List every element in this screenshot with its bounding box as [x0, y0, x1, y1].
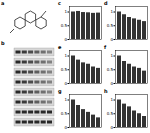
svg-text:0.5: 0.5: [107, 23, 114, 28]
html-text:e: e: [58, 44, 62, 50]
svg-text:0: 0: [64, 125, 67, 130]
html-text:b: b: [1, 40, 5, 46]
html-text:h: h: [104, 88, 108, 94]
svg-text:1: 1: [64, 9, 67, 14]
svg-text:1: 1: [110, 53, 113, 58]
svg-text:0: 0: [64, 37, 67, 42]
svg-text:0: 0: [110, 81, 113, 86]
svg-text:0: 0: [110, 37, 113, 42]
svg-text:0.5: 0.5: [61, 67, 68, 72]
svg-text:1: 1: [64, 97, 67, 102]
svg-text:0: 0: [110, 125, 113, 130]
svg-text:0.5: 0.5: [61, 111, 68, 116]
svg-text:1: 1: [110, 9, 113, 14]
html-text:a: a: [1, 0, 5, 6]
html-text:f: f: [104, 44, 107, 50]
svg-text:0.5: 0.5: [107, 67, 114, 72]
svg-text:0.5: 0.5: [107, 111, 114, 116]
svg-text:1: 1: [64, 53, 67, 58]
svg-text:1: 1: [110, 97, 113, 102]
html-text:d: d: [104, 0, 108, 6]
svg-text:0.5: 0.5: [61, 23, 68, 28]
svg-text:0: 0: [64, 81, 67, 86]
html-text:g: g: [58, 88, 62, 94]
html-text:c: c: [58, 0, 61, 6]
